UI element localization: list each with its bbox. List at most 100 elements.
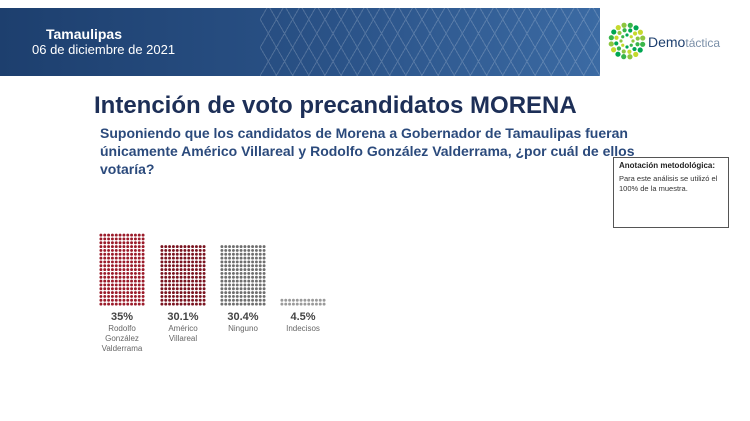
bar-dot — [160, 279, 164, 283]
bar-dot — [118, 287, 122, 291]
bar-dot — [194, 302, 198, 306]
bar-dot — [141, 291, 145, 295]
bar-dot — [228, 245, 232, 249]
bar-dot — [291, 298, 295, 302]
bar-dot — [191, 291, 195, 295]
bar-dot — [122, 245, 126, 249]
bar-dot — [239, 291, 243, 295]
logo-dot — [615, 51, 621, 57]
bar-dot — [130, 302, 134, 306]
bar-0 — [99, 233, 145, 306]
bar-dot — [133, 271, 137, 275]
bar-dot — [254, 279, 258, 283]
bar-dot — [231, 302, 235, 306]
bar-dot — [235, 275, 239, 279]
bar-dot — [130, 271, 134, 275]
bar-dot — [133, 264, 137, 268]
bar-dot — [198, 294, 202, 298]
bar-dot — [103, 291, 107, 295]
bar-dot — [137, 298, 141, 302]
bar-dot — [239, 256, 243, 260]
bar-dot — [168, 268, 172, 272]
bar-dot — [191, 268, 195, 272]
bar-dot — [103, 233, 107, 237]
bar-dot — [137, 252, 141, 256]
bar-dot — [107, 302, 111, 306]
bar-dot — [130, 237, 134, 241]
bar-dot — [194, 275, 198, 279]
bar-dot — [137, 260, 141, 264]
bar-dot — [220, 298, 224, 302]
logo-dot — [629, 35, 633, 39]
bar-dot — [202, 260, 206, 264]
bar-dot — [114, 241, 118, 245]
bar-dot — [114, 260, 118, 264]
bar-dot — [137, 279, 141, 283]
bar-dot — [103, 260, 107, 264]
logo-dot — [621, 54, 627, 60]
bar-dot — [122, 287, 126, 291]
bar-dot — [243, 279, 247, 283]
bar-dot — [262, 287, 266, 291]
bar-dot — [194, 256, 198, 260]
bar-dot — [247, 268, 251, 272]
bar-dot — [239, 294, 243, 298]
bar-dot — [231, 264, 235, 268]
bar-dot — [103, 241, 107, 245]
bar-dot — [183, 298, 187, 302]
bar-dot — [251, 302, 255, 306]
bar-dot — [160, 248, 164, 252]
bar-dot — [183, 260, 187, 264]
bar-dot — [251, 252, 255, 256]
bar-dot — [130, 279, 134, 283]
brand-name-light: táctica — [685, 36, 721, 50]
bar-dot — [141, 264, 145, 268]
bar-dot — [191, 245, 195, 249]
bar-dot — [247, 264, 251, 268]
bar-dot — [137, 283, 141, 287]
bar-dot — [103, 275, 107, 279]
bar-dot — [239, 302, 243, 306]
bar-dot — [168, 298, 172, 302]
bar-dot — [103, 294, 107, 298]
bar-dot — [160, 287, 164, 291]
bar-dot — [183, 268, 187, 272]
bar-dot — [239, 264, 243, 268]
bar-dot — [130, 245, 134, 249]
bar-dot — [126, 291, 130, 295]
bar-dot — [187, 291, 191, 295]
bar-dot — [198, 291, 202, 295]
bar-dot — [198, 271, 202, 275]
bar-dot — [198, 264, 202, 268]
bar-dot — [118, 268, 122, 272]
bar-dot — [141, 302, 145, 306]
bar-dot — [254, 275, 258, 279]
bar-dot — [137, 291, 141, 295]
bar-dot — [239, 268, 243, 272]
bar-dot — [107, 275, 111, 279]
bar-dot — [160, 275, 164, 279]
bar-dot — [224, 260, 228, 264]
bar-dot — [171, 294, 175, 298]
bar-dot — [99, 233, 103, 237]
bar-dot — [110, 271, 114, 275]
bar-dot — [175, 248, 179, 252]
bar-dot — [133, 287, 137, 291]
bar-dot — [220, 245, 224, 249]
bar-dot — [110, 298, 114, 302]
bar-dot — [231, 294, 235, 298]
bar-dot — [228, 252, 232, 256]
bar-dot — [191, 302, 195, 306]
bar-dot — [202, 275, 206, 279]
category-label: Valderrama — [102, 344, 143, 353]
bar-dot — [187, 245, 191, 249]
bar-dot — [107, 248, 111, 252]
bar-dot — [168, 256, 172, 260]
bar-dot — [171, 298, 175, 302]
bar-dot — [194, 260, 198, 264]
bar-dot — [126, 260, 130, 264]
bar-dot — [262, 245, 266, 249]
bar-dot — [171, 252, 175, 256]
logo-mark-icon — [608, 22, 646, 60]
